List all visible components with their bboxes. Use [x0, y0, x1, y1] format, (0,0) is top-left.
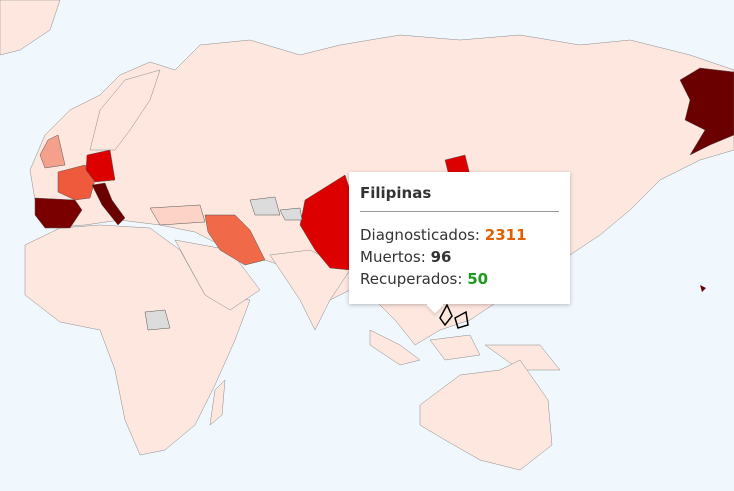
country-france[interactable]: [57, 164, 96, 201]
deaths-label: Muertos:: [360, 248, 426, 266]
country-australia[interactable]: [419, 359, 553, 471]
country-iran[interactable]: [204, 214, 266, 266]
country-alaska[interactable]: [679, 67, 734, 156]
diagnosed-label: Diagnosticados:: [360, 226, 480, 244]
country-uk[interactable]: [39, 134, 66, 169]
country-hawaii[interactable]: [700, 285, 706, 292]
tooltip-divider: [360, 211, 559, 212]
diagnosed-value: 2311: [484, 226, 527, 244]
tooltip-deaths-row: Muertos: 96: [360, 246, 559, 268]
country-italy[interactable]: [91, 182, 126, 226]
deaths-value: 96: [430, 248, 452, 266]
recovered-label: Recuperados:: [360, 270, 463, 288]
tooltip-diagnosed-row: Diagnosticados: 2311: [360, 224, 559, 246]
country-scandinavia[interactable]: [89, 69, 161, 151]
country-greenland[interactable]: [0, 0, 61, 56]
tooltip-recovered-row: Recuperados: 50: [360, 268, 559, 290]
country-madagascar[interactable]: [209, 379, 226, 426]
country-africa[interactable]: [24, 224, 251, 456]
country-india[interactable]: [269, 249, 351, 331]
country-no-data: [144, 196, 303, 331]
country-tooltip: Filipinas Diagnosticados: 2311 Muertos: …: [349, 172, 570, 304]
recovered-value: 50: [467, 270, 489, 288]
country-turkey[interactable]: [149, 204, 206, 226]
country-germany[interactable]: [85, 149, 116, 183]
country-philippines[interactable]: [439, 303, 469, 329]
tooltip-country-name: Filipinas: [360, 184, 432, 202]
country-indonesia[interactable]: [369, 329, 561, 371]
